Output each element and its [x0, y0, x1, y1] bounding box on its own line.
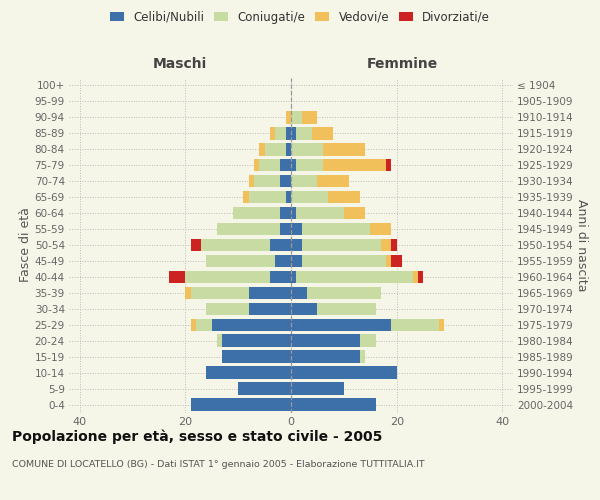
Bar	[254, 175, 280, 188]
Bar	[196, 318, 212, 331]
Bar	[249, 286, 291, 299]
Bar	[296, 270, 413, 283]
Bar	[291, 127, 296, 140]
Bar	[307, 286, 381, 299]
Bar	[238, 382, 291, 395]
Bar	[291, 318, 391, 331]
Bar	[244, 191, 249, 203]
Bar	[169, 270, 185, 283]
Bar	[233, 207, 280, 220]
Bar	[291, 350, 360, 363]
Bar	[280, 223, 291, 235]
Bar	[291, 302, 317, 315]
Bar	[185, 270, 270, 283]
Bar	[265, 143, 286, 156]
Bar	[259, 159, 280, 172]
Bar	[291, 111, 302, 124]
Y-axis label: Anni di nascita: Anni di nascita	[575, 198, 588, 291]
Bar	[291, 254, 302, 267]
Bar	[291, 159, 296, 172]
Bar	[291, 270, 296, 283]
Bar	[381, 239, 391, 251]
Bar	[280, 175, 291, 188]
Bar	[212, 318, 291, 331]
Bar	[323, 159, 386, 172]
Bar	[191, 398, 291, 410]
Bar	[328, 191, 360, 203]
Bar	[391, 318, 439, 331]
Bar	[201, 239, 270, 251]
Bar	[217, 334, 222, 347]
Bar	[249, 191, 286, 203]
Bar	[302, 223, 370, 235]
Bar	[291, 286, 307, 299]
Bar	[291, 223, 302, 235]
Bar	[222, 334, 291, 347]
Bar	[291, 366, 397, 379]
Bar	[291, 334, 360, 347]
Bar	[259, 143, 265, 156]
Bar	[249, 175, 254, 188]
Bar	[344, 207, 365, 220]
Bar	[296, 127, 312, 140]
Bar	[291, 382, 344, 395]
Y-axis label: Fasce di età: Fasce di età	[19, 208, 32, 282]
Bar	[317, 302, 376, 315]
Bar	[291, 175, 317, 188]
Bar	[222, 350, 291, 363]
Bar	[286, 191, 291, 203]
Bar	[386, 254, 391, 267]
Bar	[291, 191, 328, 203]
Bar	[254, 159, 259, 172]
Bar	[206, 366, 291, 379]
Bar	[185, 286, 191, 299]
Text: COMUNE DI LOCATELLO (BG) - Dati ISTAT 1° gennaio 2005 - Elaborazione TUTTITALIA.: COMUNE DI LOCATELLO (BG) - Dati ISTAT 1°…	[12, 460, 425, 469]
Bar	[386, 159, 391, 172]
Bar	[275, 127, 286, 140]
Bar	[270, 127, 275, 140]
Bar	[291, 239, 302, 251]
Bar	[439, 318, 444, 331]
Bar	[191, 239, 201, 251]
Bar	[206, 302, 249, 315]
Bar	[302, 239, 381, 251]
Bar	[296, 159, 323, 172]
Bar	[317, 175, 349, 188]
Bar	[323, 143, 365, 156]
Bar	[418, 270, 423, 283]
Bar	[391, 254, 402, 267]
Bar	[291, 398, 376, 410]
Bar	[312, 127, 333, 140]
Bar	[191, 286, 249, 299]
Text: Femmine: Femmine	[367, 57, 437, 71]
Bar	[270, 270, 291, 283]
Bar	[360, 334, 376, 347]
Bar	[286, 127, 291, 140]
Bar	[249, 302, 291, 315]
Bar	[270, 239, 291, 251]
Text: Maschi: Maschi	[153, 57, 207, 71]
Bar	[191, 318, 196, 331]
Bar	[206, 254, 275, 267]
Bar	[217, 223, 280, 235]
Bar	[302, 254, 386, 267]
Bar	[280, 207, 291, 220]
Bar	[296, 207, 344, 220]
Bar	[370, 223, 391, 235]
Text: Popolazione per età, sesso e stato civile - 2005: Popolazione per età, sesso e stato civil…	[12, 430, 382, 444]
Bar	[286, 111, 291, 124]
Bar	[291, 207, 296, 220]
Bar	[360, 350, 365, 363]
Legend: Celibi/Nubili, Coniugati/e, Vedovi/e, Divorziati/e: Celibi/Nubili, Coniugati/e, Vedovi/e, Di…	[105, 6, 495, 28]
Bar	[275, 254, 291, 267]
Bar	[280, 159, 291, 172]
Bar	[291, 143, 323, 156]
Bar	[302, 111, 317, 124]
Bar	[391, 239, 397, 251]
Bar	[413, 270, 418, 283]
Bar	[286, 143, 291, 156]
